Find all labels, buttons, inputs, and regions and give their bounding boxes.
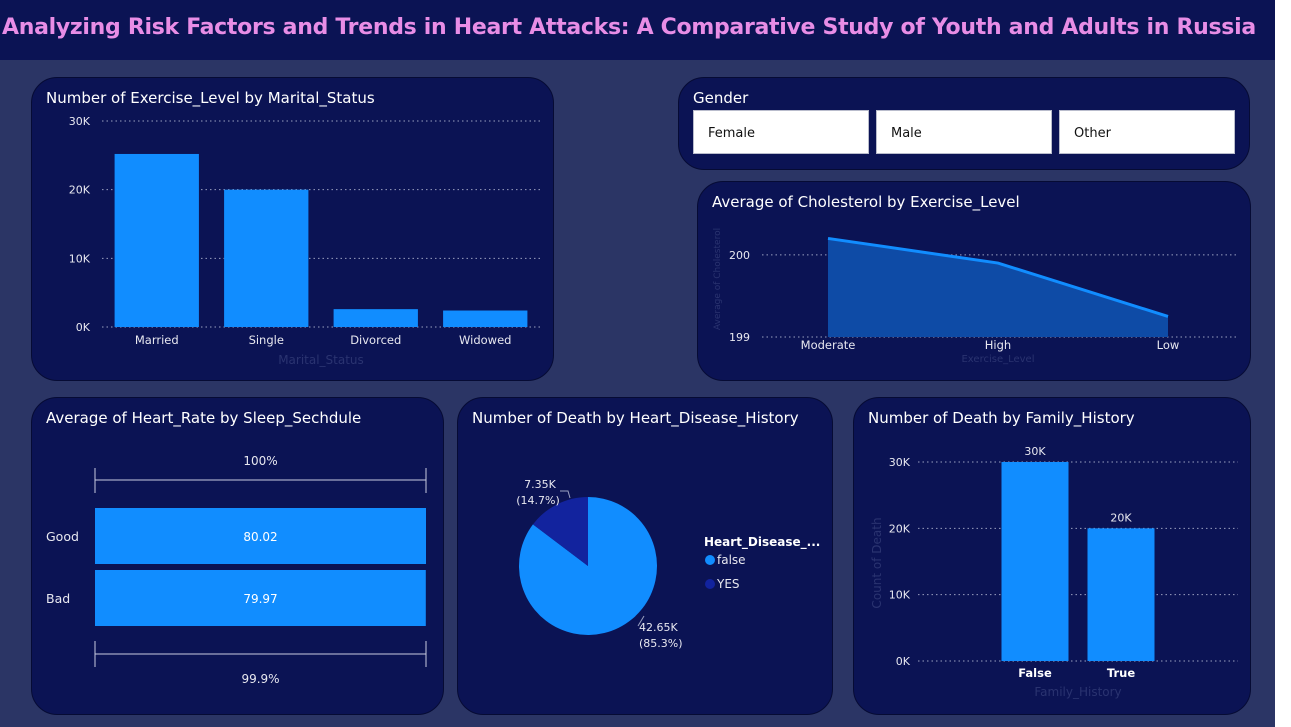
bar bbox=[95, 508, 426, 564]
leader-line bbox=[560, 490, 571, 499]
chart-title: Number of Death by Heart_Disease_History bbox=[472, 409, 799, 427]
exercise-by-marital-chart: 0K 10K 20K 30K Married Single Divorced Widowed M… bbox=[69, 115, 540, 367]
x-tick-label: Married bbox=[135, 333, 179, 347]
heart-rate-by-sleep-chart: 100% 80.02 Good 79.97 Bad 99.9% bbox=[46, 454, 427, 686]
title-bar: Analyzing Risk Factors and Trends in Hea… bbox=[0, 0, 1275, 60]
cholesterol-by-exercise-card[interactable]: Average of Cholesterol by Exercise_Level… bbox=[697, 181, 1251, 381]
bar bbox=[443, 310, 528, 327]
gender-slicer: Gender Female Male Other bbox=[678, 77, 1250, 170]
y-tick-label: 0K bbox=[896, 655, 911, 668]
top-percent-label: 100% bbox=[243, 454, 277, 468]
y-tick-label: Good bbox=[46, 529, 79, 544]
chart-title: Number of Exercise_Level by Marital_Stat… bbox=[46, 89, 375, 107]
legend-label: false bbox=[717, 553, 746, 567]
heart-rate-by-sleep-card[interactable]: Average of Heart_Rate by Sleep_Sechdule … bbox=[31, 397, 444, 715]
x-tick-label: True bbox=[1107, 666, 1135, 680]
x-axis-title: Marital_Status bbox=[278, 353, 364, 367]
x-tick-label: High bbox=[985, 338, 1011, 352]
series-line bbox=[827, 236, 1169, 318]
y-tick-label: 20K bbox=[889, 522, 911, 535]
x-tick-label: Divorced bbox=[350, 333, 401, 347]
bar-value-label: 30K bbox=[1024, 445, 1046, 458]
chart-title: Average of Heart_Rate by Sleep_Sechdule bbox=[46, 409, 362, 427]
cholesterol-by-exercise-chart: 199 200 Moderate High Low Exercise_Level Avera… bbox=[713, 228, 1238, 365]
y-tick-label: 20K bbox=[69, 184, 91, 197]
y-tick-label: 30K bbox=[889, 456, 911, 469]
slicer-option-other[interactable]: Other bbox=[1059, 110, 1235, 154]
x-tick-label: Single bbox=[249, 333, 284, 347]
bar-value-label: 80.02 bbox=[243, 530, 277, 544]
data-label: 7.35K bbox=[524, 478, 556, 491]
data-label: 42.65K bbox=[639, 621, 678, 634]
chart-title: Number of Death by Family_History bbox=[868, 409, 1135, 427]
area-fill bbox=[828, 238, 1168, 337]
death-by-family-card[interactable]: Number of Death by Family_History 0K 10K 2… bbox=[853, 397, 1251, 715]
data-label: (85.3%) bbox=[639, 637, 683, 650]
leader-line bbox=[637, 615, 645, 627]
legend-label: YES bbox=[716, 577, 740, 591]
pie-slice-yes bbox=[532, 497, 588, 566]
x-tick-label: Widowed bbox=[459, 333, 511, 347]
chart-title: Average of Cholesterol by Exercise_Level bbox=[712, 193, 1020, 211]
y-tick-label: 10K bbox=[889, 589, 911, 602]
bar bbox=[1087, 528, 1155, 661]
page-title: Analyzing Risk Factors and Trends in Hea… bbox=[2, 15, 1256, 40]
bar bbox=[114, 153, 199, 327]
exercise-by-marital-card[interactable]: Number of Exercise_Level by Marital_Stat… bbox=[31, 77, 554, 381]
bar bbox=[224, 189, 309, 327]
y-tick-label: 30K bbox=[69, 115, 91, 128]
slicer-option-female[interactable]: Female bbox=[693, 110, 869, 154]
y-axis-title: Count of Death bbox=[870, 517, 884, 608]
data-label: (14.7%) bbox=[516, 494, 560, 507]
legend-marker bbox=[705, 579, 715, 589]
death-by-family-chart: 0K 10K 20K 30K 30K False 20K True Family_History… bbox=[870, 445, 1238, 699]
x-tick-label: Moderate bbox=[801, 338, 856, 352]
x-axis-title: Family_History bbox=[1034, 685, 1121, 699]
y-tick-label: 199 bbox=[729, 331, 750, 344]
bar-value-label: 20K bbox=[1110, 511, 1132, 524]
death-by-disease-card[interactable]: Number of Death by Heart_Disease_History… bbox=[457, 397, 833, 715]
x-tick-label: Low bbox=[1157, 338, 1180, 352]
bar bbox=[333, 309, 418, 327]
legend-marker bbox=[705, 555, 715, 565]
x-axis-title: Exercise_Level bbox=[961, 354, 1034, 365]
y-tick-label: 200 bbox=[729, 249, 750, 262]
bar-value-label: 79.97 bbox=[243, 592, 277, 606]
y-tick-label: Bad bbox=[46, 591, 70, 606]
y-tick-label: 10K bbox=[69, 252, 91, 265]
death-by-disease-chart: 42.65K (85.3%) 7.35K (14.7%) Heart_Disease_.… bbox=[516, 478, 820, 650]
bar bbox=[1001, 462, 1069, 661]
x-tick-label: False bbox=[1018, 666, 1052, 680]
y-axis-title: Average of Cholesterol bbox=[713, 228, 723, 330]
y-tick-label: 0K bbox=[76, 321, 91, 334]
legend-title: Heart_Disease_... bbox=[704, 535, 820, 550]
bottom-percent-label: 99.9% bbox=[241, 672, 279, 686]
bar bbox=[95, 570, 426, 626]
slicer-title: Gender bbox=[693, 89, 749, 107]
slicer-option-male[interactable]: Male bbox=[876, 110, 1052, 154]
